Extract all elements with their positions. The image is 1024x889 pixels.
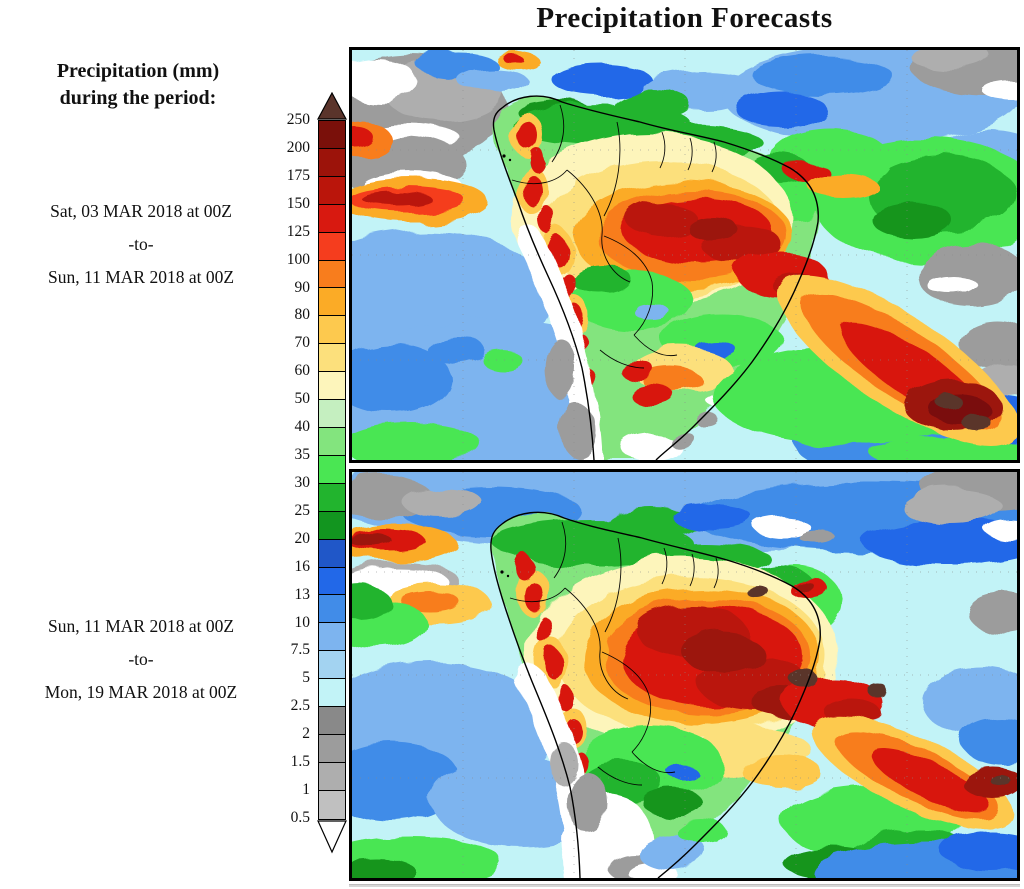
legend-title-line2: during the period: xyxy=(59,87,217,109)
colorbar-tick-label: 1 xyxy=(302,781,310,799)
colorbar-tick-label: 50 xyxy=(294,390,311,408)
colorbar-tick-label: 150 xyxy=(286,194,310,212)
colorbar-segment xyxy=(319,734,345,763)
colorbar-tick-label: 0.5 xyxy=(290,809,310,826)
page-title: Precipitation Forecasts xyxy=(536,2,833,34)
colorbar-tick-label: 16 xyxy=(294,557,311,575)
colorbar-tick-label: 10 xyxy=(294,613,311,631)
forecast-map-week1-canvas xyxy=(352,50,1017,460)
period-2-end: Mon, 19 MAR 2018 at 00Z xyxy=(44,682,238,702)
colorbar-tick-label: 70 xyxy=(294,334,311,352)
forecast-period-2: Sun, 11 MAR 2018 at 00Z -to- Mon, 19 MAR… xyxy=(5,610,277,709)
colorbar-tick-label: 80 xyxy=(294,306,311,324)
colorbar-segment xyxy=(319,595,345,624)
colorbar-segment xyxy=(319,344,345,373)
colorbar-underflow-arrow-icon xyxy=(317,820,347,854)
colorbar-tick-label: 200 xyxy=(286,138,310,156)
legend-title: Precipitation (mm) during the period: xyxy=(8,58,268,112)
period-1-start: Sat, 03 MAR 2018 at 00Z xyxy=(50,201,232,221)
colorbar-tick-label: 90 xyxy=(294,278,311,296)
colorbar-segment xyxy=(319,232,345,261)
period-1-end: Sun, 11 MAR 2018 at 00Z xyxy=(47,267,235,287)
next-panel-edge xyxy=(349,884,1020,887)
period-2-separator: -to- xyxy=(128,649,154,669)
colorbar-segment xyxy=(319,260,345,289)
colorbar-segment xyxy=(319,176,345,205)
colorbar-segment xyxy=(319,651,345,680)
legend-title-line1: Precipitation (mm) xyxy=(56,60,220,82)
colorbar-segment xyxy=(319,790,345,819)
colorbar-tick-label: 2 xyxy=(302,725,310,743)
forecast-map-week2 xyxy=(349,469,1020,881)
colorbar-segment xyxy=(319,204,345,233)
colorbar-segment xyxy=(319,288,345,317)
colorbar-segment xyxy=(319,679,345,708)
colorbar: 250 200 175 150 125 100 90 80 70 60 50 40 35 30 25 20 16… xyxy=(287,92,348,854)
colorbar-tick-label: 25 xyxy=(294,501,311,519)
colorbar-tick-label: 175 xyxy=(286,166,310,184)
colorbar-segment xyxy=(319,400,345,428)
colorbar-tick-label: 125 xyxy=(286,222,310,240)
coastline-week2 xyxy=(490,511,821,878)
coastline-week1 xyxy=(492,95,819,460)
colorbar-segment xyxy=(319,483,345,512)
colorbar-tick-label: 5 xyxy=(302,669,310,687)
colorbar-tick-label: 20 xyxy=(294,529,311,547)
period-2-start: Sun, 11 MAR 2018 at 00Z xyxy=(47,616,235,636)
colorbar-segment xyxy=(319,707,345,735)
colorbar-tick-label: 1.5 xyxy=(290,753,310,771)
colorbar-segment xyxy=(319,539,345,568)
colorbar-tick-label: 2.5 xyxy=(290,697,310,715)
period-1-separator: -to- xyxy=(128,234,154,254)
colorbar-overflow-arrow-icon xyxy=(316,92,348,120)
colorbar-segment xyxy=(319,316,345,345)
colorbar-segment xyxy=(319,567,345,596)
colorbar-segment xyxy=(319,372,345,401)
colorbar-segment xyxy=(319,455,345,484)
colorbar-tick-label: 7.5 xyxy=(290,641,310,659)
colorbar-tick-label: 35 xyxy=(294,446,311,464)
colorbar-tick-label: 100 xyxy=(286,250,310,268)
colorbar-segment xyxy=(319,623,345,652)
forecast-map-week2-canvas xyxy=(352,472,1017,878)
colorbar-segment xyxy=(319,762,345,791)
colorbar-tick-label: 250 xyxy=(286,111,310,128)
colorbar-tick-label: 30 xyxy=(294,473,311,491)
colorbar-segment xyxy=(319,148,345,177)
forecast-map-week1 xyxy=(349,47,1020,463)
colorbar-tick-label: 40 xyxy=(294,418,311,436)
colorbar-body xyxy=(318,120,346,820)
colorbar-tick-label: 60 xyxy=(294,362,311,380)
colorbar-tick-label: 13 xyxy=(294,585,311,603)
colorbar-segment xyxy=(319,427,345,456)
forecast-period-1: Sat, 03 MAR 2018 at 00Z -to- Sun, 11 MAR… xyxy=(5,195,277,294)
colorbar-segment xyxy=(319,121,345,149)
colorbar-segment xyxy=(319,511,345,540)
